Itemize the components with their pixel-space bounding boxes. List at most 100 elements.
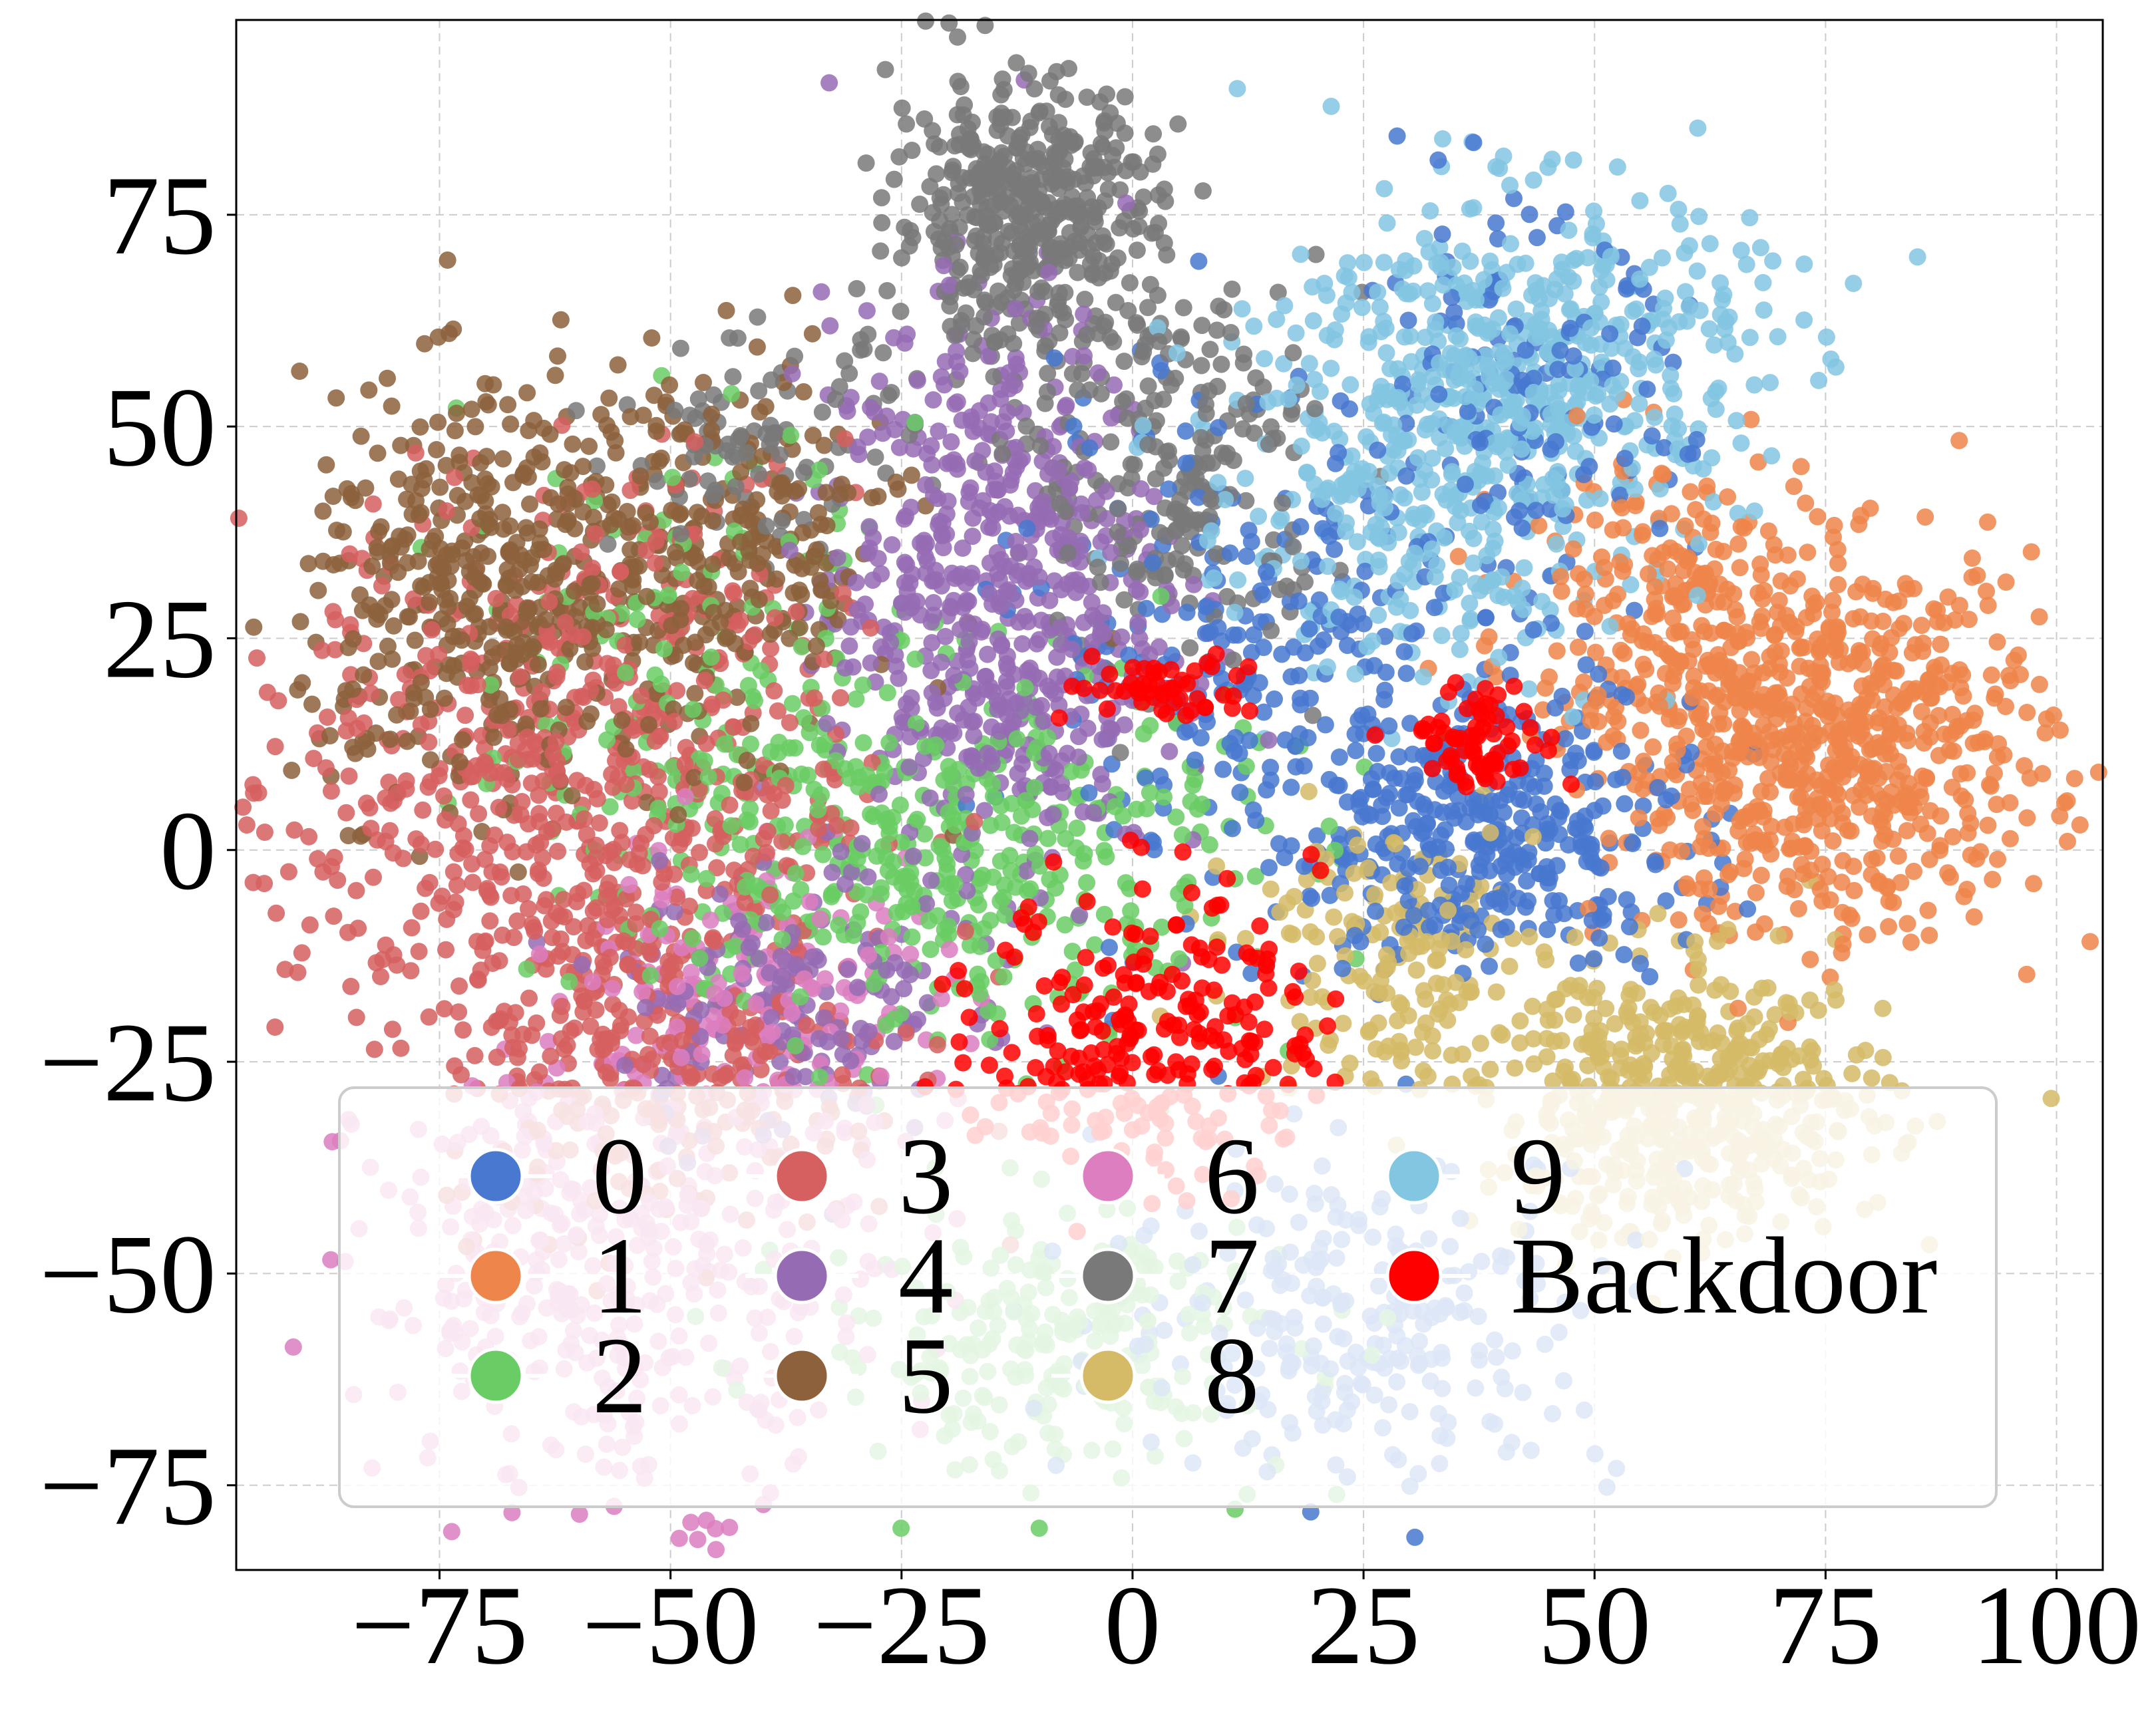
- data-point-2: [810, 461, 828, 479]
- data-point-5: [383, 397, 401, 415]
- data-point-7: [954, 106, 972, 124]
- data-point-9: [1688, 262, 1706, 280]
- data-point-0: [1151, 767, 1169, 785]
- data-point-8: [1706, 981, 1724, 999]
- data-point-5: [398, 490, 416, 508]
- data-point-3: [681, 897, 699, 915]
- data-point-1: [1575, 673, 1592, 691]
- data-point-1: [1729, 999, 1747, 1017]
- data-point-9: [1795, 255, 1813, 273]
- data-point-2: [908, 810, 926, 828]
- data-point-3: [309, 850, 327, 867]
- data-point-9: [1433, 627, 1451, 645]
- data-point-1: [1861, 500, 1879, 517]
- data-point-5: [564, 435, 582, 453]
- data-point-1: [1920, 927, 1938, 944]
- data-point-5: [494, 450, 512, 468]
- data-point-1: [1789, 900, 1807, 917]
- data-point-0: [1513, 519, 1531, 537]
- data-point-7: [872, 189, 890, 207]
- data-point-2: [974, 866, 991, 884]
- data-point-3: [266, 738, 284, 756]
- data-point-4: [908, 371, 926, 389]
- data-point-3: [410, 943, 428, 961]
- data-point-0: [1465, 134, 1483, 152]
- data-point-4: [997, 673, 1015, 690]
- data-point-0: [1739, 900, 1757, 918]
- data-point-9: [1711, 274, 1729, 292]
- data-point-1: [1530, 517, 1548, 535]
- data-point-1: [1630, 809, 1648, 827]
- data-point-8: [1766, 1006, 1784, 1024]
- data-point-9: [1533, 593, 1551, 611]
- data-point-7: [1149, 145, 1167, 163]
- data-point-9: [1340, 269, 1357, 287]
- data-point-9: [1369, 283, 1387, 301]
- data-point-1: [1965, 908, 1983, 926]
- data-point-0: [1481, 957, 1498, 975]
- data-point-1: [1952, 679, 1970, 697]
- data-point-2: [995, 968, 1013, 986]
- data-point-3: [488, 1048, 506, 1066]
- data-point-9: [1461, 612, 1479, 630]
- data-point-0: [1429, 151, 1447, 169]
- data-point-9: [1646, 408, 1664, 426]
- data-point-3: [313, 641, 331, 659]
- data-point-8: [1506, 1059, 1524, 1077]
- data-point-6: [627, 1026, 645, 1044]
- data-point-9: [1355, 253, 1373, 271]
- data-point-1: [1824, 832, 1842, 850]
- data-point-1: [2051, 721, 2069, 739]
- data-point-1: [2016, 757, 2034, 775]
- data-point-0: [1638, 381, 1656, 398]
- data-point-9: [1426, 568, 1444, 586]
- data-point-5: [379, 369, 396, 387]
- data-point-6: [682, 1513, 700, 1531]
- data-point-5: [529, 656, 547, 674]
- data-point-3: [736, 893, 754, 911]
- data-point-6: [670, 1529, 688, 1547]
- data-point-1: [1902, 933, 1920, 951]
- data-point-4: [859, 868, 877, 886]
- data-point-3: [445, 863, 462, 881]
- data-point-3: [383, 1020, 401, 1038]
- data-point-4: [936, 627, 954, 645]
- data-point-3: [234, 798, 252, 816]
- data-point-0: [1308, 827, 1326, 845]
- data-point-7: [1076, 291, 1094, 308]
- data-point-7: [1111, 744, 1129, 762]
- data-point-2: [1078, 873, 1096, 891]
- data-point-8: [1371, 923, 1389, 941]
- data-point-8: [1308, 928, 1326, 946]
- data-point-3: [417, 879, 435, 897]
- data-point-7: [1169, 115, 1187, 133]
- data-point-5: [795, 383, 812, 400]
- data-point-5: [360, 381, 378, 399]
- data-point-0: [1459, 402, 1477, 420]
- data-point-9: [1601, 617, 1619, 635]
- data-point-0: [1425, 599, 1443, 617]
- data-point-9: [1421, 202, 1439, 220]
- data-point-1: [2089, 763, 2107, 781]
- data-point-3: [447, 893, 464, 911]
- data-point-4: [821, 317, 839, 335]
- data-point-9: [1353, 299, 1371, 317]
- data-point-4: [1000, 380, 1018, 398]
- data-point-7: [1269, 283, 1287, 301]
- data-point-7: [1247, 369, 1265, 387]
- data-point-3: [762, 802, 780, 820]
- data-point-3: [520, 989, 538, 1007]
- data-point-4: [890, 438, 908, 456]
- data-point-4: [918, 994, 936, 1012]
- data-point-0: [1254, 585, 1272, 603]
- data-point-5: [720, 549, 738, 567]
- data-point-4: [812, 283, 830, 301]
- data-point-7: [1194, 182, 1212, 200]
- data-point-0: [1545, 906, 1563, 924]
- data-point-4: [934, 539, 952, 557]
- data-point-5: [578, 712, 596, 730]
- data-point-9: [1333, 305, 1351, 323]
- data-point-4: [771, 1052, 789, 1070]
- data-point-9: [1318, 287, 1336, 304]
- data-point-5: [466, 418, 484, 436]
